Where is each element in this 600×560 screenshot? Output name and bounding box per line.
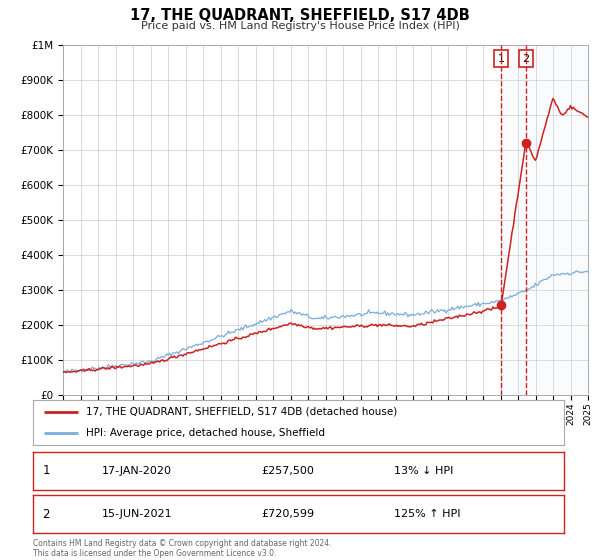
Text: 17, THE QUADRANT, SHEFFIELD, S17 4DB (detached house): 17, THE QUADRANT, SHEFFIELD, S17 4DB (de… [86, 407, 397, 417]
Text: 125% ↑ HPI: 125% ↑ HPI [394, 509, 461, 519]
Text: 1: 1 [43, 464, 50, 478]
Text: 15-JUN-2021: 15-JUN-2021 [102, 509, 173, 519]
Text: Contains HM Land Registry data © Crown copyright and database right 2024.
This d: Contains HM Land Registry data © Crown c… [33, 539, 331, 558]
Text: 1: 1 [497, 54, 505, 64]
Bar [501, 45, 588, 395]
Text: £257,500: £257,500 [262, 466, 314, 476]
Text: 2: 2 [523, 54, 529, 64]
Text: £720,599: £720,599 [262, 509, 314, 519]
Text: 2: 2 [43, 507, 50, 521]
Text: 17, THE QUADRANT, SHEFFIELD, S17 4DB: 17, THE QUADRANT, SHEFFIELD, S17 4DB [130, 8, 470, 24]
Text: 13% ↓ HPI: 13% ↓ HPI [394, 466, 454, 476]
Text: 17-JAN-2020: 17-JAN-2020 [102, 466, 172, 476]
Text: HPI: Average price, detached house, Sheffield: HPI: Average price, detached house, Shef… [86, 428, 325, 438]
Text: Price paid vs. HM Land Registry's House Price Index (HPI): Price paid vs. HM Land Registry's House … [140, 21, 460, 31]
